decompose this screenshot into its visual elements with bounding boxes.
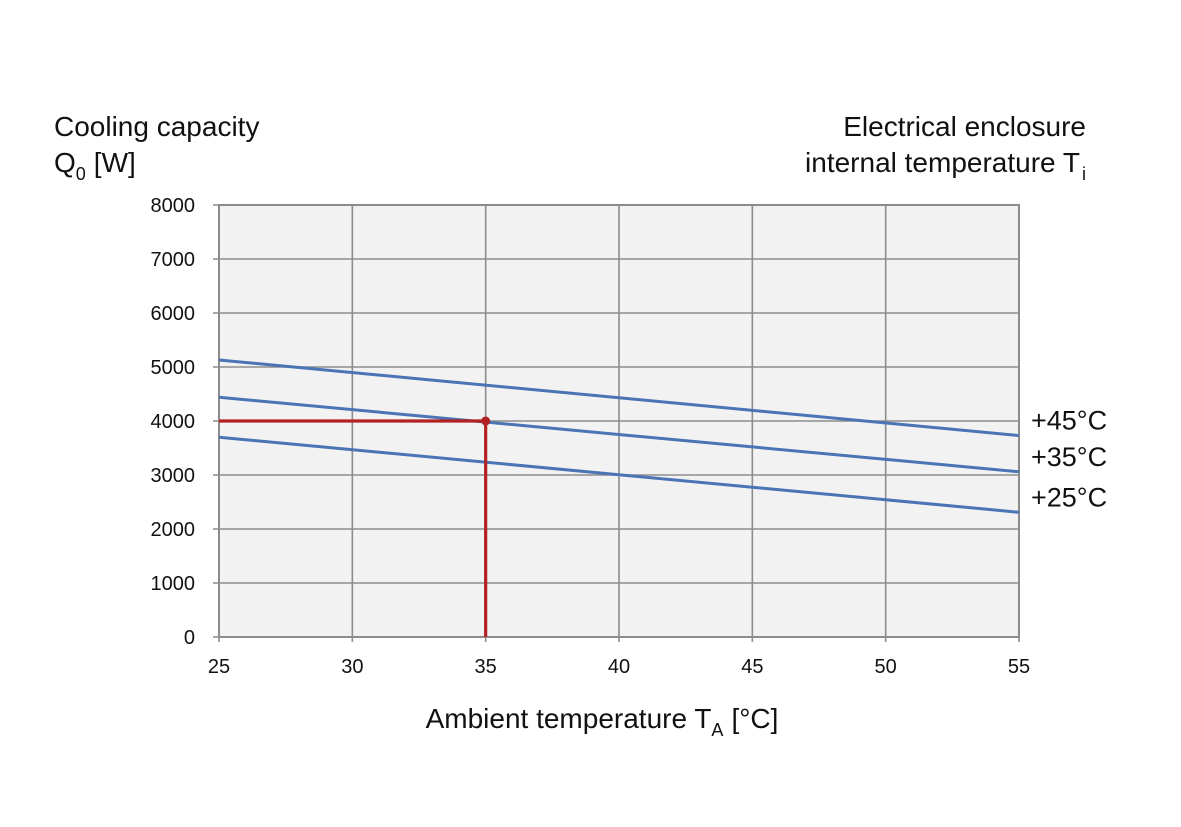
y-tick-label: 8000 <box>151 195 196 217</box>
x-axis-subscript: A <box>711 720 723 740</box>
y-axis-title-line1: Cooling capacity <box>54 111 259 142</box>
y-tick-label: 7000 <box>151 249 196 271</box>
tick-labels: 25 30 35 40 45 50 55 0 1000 2000 3000 4000 5000 6000 7… <box>151 195 1031 678</box>
x-axis-title-text: Ambient temperature T <box>426 703 712 734</box>
y-axis-unit: Q0 [W] <box>54 147 136 184</box>
x-tick-label: 30 <box>341 656 363 678</box>
y-axis-subscript: 0 <box>76 164 86 184</box>
series-line <box>218 395 1020 474</box>
x-tick-label: 40 <box>608 656 630 678</box>
series-lines <box>218 358 1020 514</box>
y-tick-label: 5000 <box>151 357 196 379</box>
series-line <box>218 435 1020 514</box>
series-label: +25°C <box>1031 482 1107 512</box>
series-labels: +45°C +35°C +25°C <box>1031 406 1107 513</box>
y-tick-label: 1000 <box>151 573 196 595</box>
example-readout <box>219 416 491 637</box>
x-tick-label: 35 <box>475 656 497 678</box>
y-tick-label: 3000 <box>151 465 196 487</box>
x-tick-label: 25 <box>208 656 230 678</box>
series-label: +35°C <box>1031 442 1107 472</box>
y-tick-label: 6000 <box>151 303 196 325</box>
y-axis-unit-text: [W] <box>94 147 136 178</box>
series-label: +45°C <box>1031 406 1107 436</box>
y-tick-label: 0 <box>184 627 195 649</box>
x-axis-unit: [°C] <box>731 703 778 734</box>
series-line <box>218 358 1020 438</box>
y-tick-label: 4000 <box>151 411 196 433</box>
legend-title-line2-text: internal temperature T <box>805 147 1080 178</box>
y-axis-symbol: Q <box>54 147 76 178</box>
x-tick-label: 50 <box>875 656 897 678</box>
legend-title-line1: Electrical enclosure <box>843 111 1086 142</box>
y-axis-title: Cooling capacity <box>54 111 259 142</box>
x-tick-label: 55 <box>1008 656 1030 678</box>
readout-point <box>481 416 491 426</box>
x-tick-label: 45 <box>741 656 763 678</box>
y-tick-label: 2000 <box>151 519 196 541</box>
legend-title-subscript: i <box>1082 164 1086 184</box>
x-axis-title: Ambient temperature TA [°C] <box>426 703 779 740</box>
